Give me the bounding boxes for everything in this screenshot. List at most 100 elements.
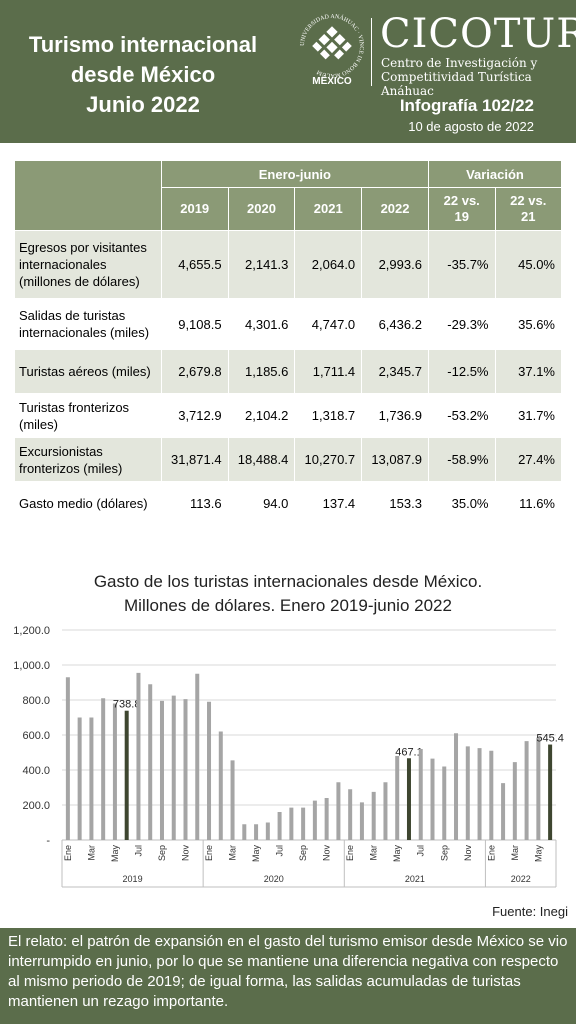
table-cell: -12.5% (427, 349, 496, 394)
brand-logo-text: CICOTUR (380, 11, 576, 57)
bar (406, 758, 411, 840)
source-note: Fuente: Inegi (492, 904, 568, 919)
bar (418, 749, 423, 840)
table-cell: 31.7% (494, 393, 562, 438)
bar (265, 822, 270, 840)
brand-subtitle-1: Centro de Investigación y (381, 56, 538, 70)
year-header: 2021 (294, 187, 363, 231)
x-tick-label: Nov (322, 845, 332, 862)
brand-subtitle-2: Competitividad Turística Anáhuac (381, 70, 532, 98)
table-cell: 4,301.6 (227, 298, 296, 350)
table-cell: 2,679.8 (160, 349, 229, 394)
table-cell: -58.9% (427, 437, 496, 482)
table-cell: 31,871.4 (160, 437, 229, 482)
table-cell: 1,711.4 (294, 349, 363, 394)
chart-title: Gasto de los turistas internacionales de… (0, 570, 576, 618)
spending-bar-chart: - 200.0 400.0 600.0 800.0 1,000.0 1,200.0 Ene Ma… (13, 625, 564, 888)
indicators-table: Enero-junio Variación 2019 2020 2021 202… (14, 160, 563, 526)
bar (195, 673, 200, 840)
y-tick-label: 1,200.0 (13, 625, 50, 637)
table-row: Turistas aéreos (miles) 2,679.8 1,185.6 1,7… (14, 349, 562, 394)
table-row: Gasto medio (dólares) 113.6 94.0 137.4 153.3… (14, 481, 562, 526)
x-tick-label: Nov (181, 845, 191, 862)
x-tick-label: Jul (416, 845, 426, 857)
bar (277, 812, 282, 840)
bar (112, 703, 117, 840)
table-cell: 35.6% (494, 298, 562, 350)
table-cell: 18,488.4 (227, 437, 296, 482)
bar (465, 746, 470, 840)
anahuac-seal-icon: UNIVERSIDAD ANÁHUAC · VINCE IN BONO MALU… (300, 13, 364, 78)
x-tick-label: Sep (157, 845, 167, 861)
header-divider (371, 18, 372, 86)
x-tick-label: Jul (133, 845, 143, 857)
data-label: 545.4 (536, 733, 564, 745)
variation-col-header: 22 vs. 21 (494, 187, 562, 231)
row-label: Turistas aéreos (miles) (14, 349, 162, 394)
bar (548, 744, 553, 840)
year-label: 2019 (123, 874, 143, 884)
bar (254, 824, 259, 840)
title-line-1: Turismo internacional (28, 32, 258, 57)
chart-title-line-1: Gasto de los turistas internacionales de… (93, 572, 483, 591)
bar (536, 737, 541, 840)
table-cell: 11.6% (494, 481, 562, 526)
table-cell: 27.4% (494, 437, 562, 482)
bar (395, 756, 400, 840)
bar (359, 802, 364, 840)
table-cell: 45.0% (494, 230, 562, 299)
table-cell: 4,747.0 (294, 298, 363, 350)
table-cell: 2,141.3 (227, 230, 296, 299)
infographic-number: Infografía 102/22 (399, 96, 534, 115)
bar (159, 700, 164, 840)
data-label: 738.8 (113, 699, 141, 711)
period-header: Enero-junio (160, 160, 429, 188)
x-tick-label: Jul (275, 845, 285, 857)
row-label: Excursionistas fronterizos (miles) (14, 437, 162, 482)
row-label: Gasto medio (dólares) (14, 481, 162, 526)
bar (371, 791, 376, 840)
table-cell: 13,087.9 (361, 437, 429, 482)
bar (430, 758, 435, 840)
bar (230, 760, 235, 840)
bar (348, 789, 353, 840)
table-cell: -35.7% (427, 230, 496, 299)
x-tick-label: May (392, 845, 402, 863)
bar (336, 782, 341, 840)
x-tick-label: Nov (463, 845, 473, 862)
x-tick-label: Sep (298, 845, 308, 861)
table-cell: 153.3 (361, 481, 429, 526)
bar (501, 783, 506, 840)
bar (383, 782, 388, 840)
table-cell: 10,270.7 (294, 437, 363, 482)
x-tick-label: Sep (439, 845, 449, 861)
table-cell: -29.3% (427, 298, 496, 350)
x-tick-label: Mar (228, 845, 238, 861)
bar (442, 766, 447, 840)
table-row: Salidas de turistas internacionales (mil… (14, 298, 562, 350)
narrative-footer: El relato: el patrón de expansión en el … (0, 928, 576, 1024)
x-tick-label: May (251, 845, 261, 863)
bar (65, 677, 70, 840)
y-tick-label: 600.0 (22, 730, 50, 742)
bar (489, 750, 494, 840)
logo-city-label: MÉXICO (312, 76, 352, 87)
bar (207, 701, 212, 840)
year-header: 2020 (227, 187, 296, 231)
year-header: 2022 (361, 187, 429, 231)
table-cell: 113.6 (160, 481, 229, 526)
title-line-2: desde México (70, 62, 216, 87)
table-row: Egresos por visitantes internacionales (… (14, 230, 562, 299)
bar (242, 824, 247, 840)
page-title: Turismo internacional desde México Junio… (8, 30, 278, 120)
year-label: 2020 (264, 874, 284, 884)
header-banner: Turismo internacional desde México Junio… (0, 0, 576, 143)
y-tick-label: - (46, 835, 50, 847)
bar (171, 695, 176, 840)
bar (454, 733, 459, 840)
x-tick-label: Mar (369, 845, 379, 861)
year-label: 2021 (405, 874, 425, 884)
title-line-3: Junio 2022 (86, 92, 200, 117)
table-cell: 2,064.0 (294, 230, 363, 299)
y-tick-label: 800.0 (22, 695, 50, 707)
